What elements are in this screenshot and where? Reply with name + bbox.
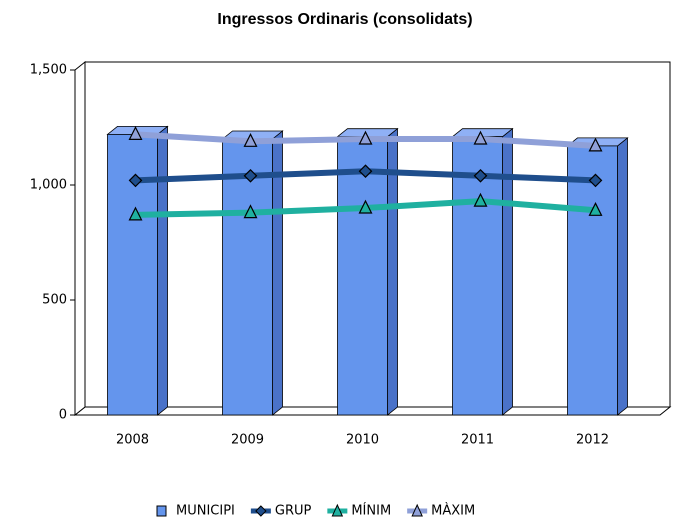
chart-title: Ingressos Ordinaris (consolidats) — [217, 11, 472, 28]
y-tick-label: 1,000 — [30, 178, 67, 193]
x-tick-label: 2011 — [461, 433, 494, 448]
bar — [567, 145, 618, 416]
legend-icon — [411, 503, 423, 517]
bar-side — [502, 127, 513, 416]
bar — [452, 136, 503, 416]
legend-icon — [156, 505, 167, 517]
bar — [222, 138, 273, 416]
series-marker — [128, 126, 143, 140]
series-marker — [243, 204, 258, 219]
x-tick-label: 2010 — [346, 433, 379, 448]
legend-label: MÍNIM — [351, 503, 391, 519]
series-marker — [358, 164, 373, 179]
x-tick-label: 2009 — [231, 433, 264, 448]
series-marker — [588, 201, 603, 216]
series-marker — [473, 168, 488, 183]
series-marker — [128, 206, 143, 221]
bar-side — [617, 137, 628, 416]
y-tick-label: 1,500 — [30, 63, 67, 78]
legend-label: MÀXIM — [431, 503, 475, 519]
x-tick-label: 2012 — [576, 433, 609, 448]
series-marker — [588, 137, 603, 152]
series-marker — [243, 132, 258, 147]
bar — [107, 133, 158, 416]
bar — [337, 136, 388, 416]
series-marker — [588, 173, 603, 188]
legend-label: GRUP — [275, 504, 312, 519]
series-marker — [128, 173, 143, 188]
series-marker — [358, 130, 373, 145]
x-tick-label: 2008 — [116, 433, 149, 448]
side-wall — [74, 60, 86, 417]
legend-icon — [331, 503, 344, 517]
series-marker — [243, 168, 258, 183]
series-marker — [473, 192, 488, 207]
y-tick-label: 500 — [42, 293, 67, 308]
series-marker — [358, 199, 373, 214]
legend-label: MUNICIPI — [176, 504, 235, 519]
bar-side — [157, 125, 168, 416]
legend-icon — [255, 505, 267, 517]
series-marker — [473, 130, 488, 145]
y-tick-label: 0 — [59, 408, 67, 423]
